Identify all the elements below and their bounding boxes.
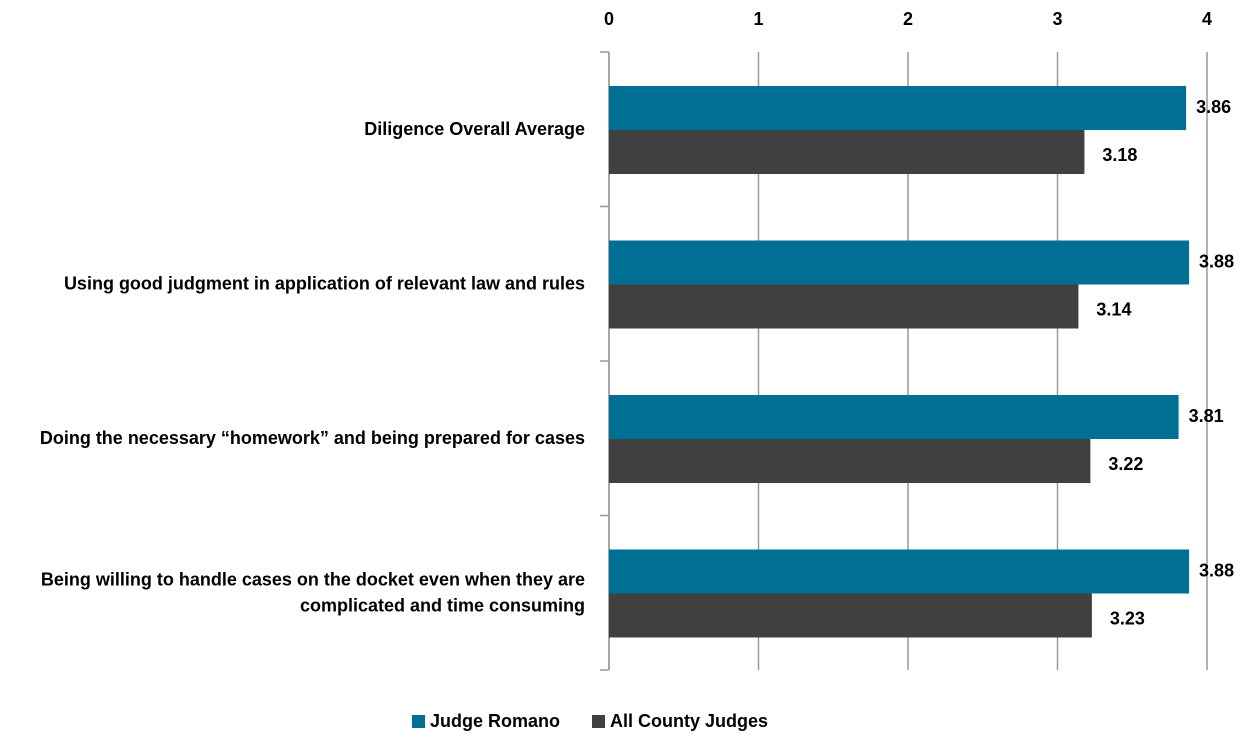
legend-label: Judge Romano — [430, 711, 560, 731]
legend-swatch — [592, 715, 606, 728]
category-label: Using good judgment in application of re… — [64, 273, 585, 293]
bar — [609, 439, 1091, 483]
legend-swatch — [412, 715, 425, 728]
category-label: Being willing to handle cases on the doc… — [41, 569, 585, 615]
bar — [609, 549, 1190, 594]
value-label: 3.18 — [1102, 145, 1137, 165]
bar — [609, 284, 1079, 329]
category-label: Doing the necessary “homework” and being… — [40, 428, 585, 448]
x-tick-label: 3 — [1052, 9, 1062, 29]
bar — [609, 593, 1092, 638]
bar — [609, 240, 1190, 285]
value-label: 3.14 — [1096, 299, 1131, 319]
x-tick-label: 2 — [903, 9, 913, 29]
value-label: 3.86 — [1196, 97, 1231, 117]
x-tick-label: 4 — [1202, 9, 1212, 29]
bar — [609, 395, 1179, 439]
category-label: Diligence Overall Average — [364, 119, 585, 139]
bar — [609, 130, 1085, 174]
value-label: 3.88 — [1199, 560, 1234, 580]
x-tick-label: 0 — [604, 9, 614, 29]
value-label: 3.81 — [1189, 406, 1224, 426]
value-label: 3.22 — [1108, 454, 1143, 474]
bar — [609, 86, 1187, 130]
value-label: 3.23 — [1110, 608, 1145, 628]
value-label: 3.88 — [1199, 251, 1234, 271]
x-tick-label: 1 — [753, 9, 763, 29]
legend-label: All County Judges — [610, 711, 768, 731]
